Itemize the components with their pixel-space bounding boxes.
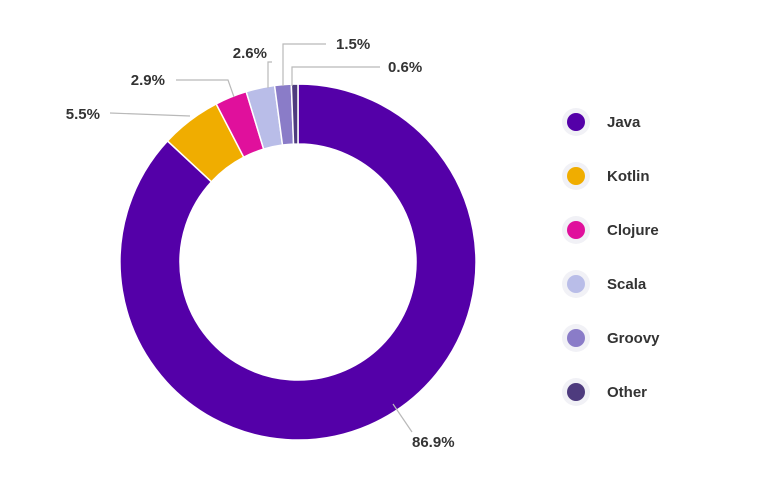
legend-label-kotlin: Kotlin [607, 168, 650, 185]
legend-item-groovy: Groovy [562, 324, 660, 352]
slice-java [119, 83, 477, 441]
legend-swatch-kotlin [567, 167, 585, 185]
leader-lines [109, 43, 413, 433]
slice-label-other: 0.6% [388, 59, 422, 76]
legend-swatch-other [567, 383, 585, 401]
leader-line-clojure [176, 79, 235, 98]
legend-item-java: Java [562, 108, 641, 136]
legend-label-clojure: Clojure [607, 222, 659, 239]
legend-swatch-java [567, 113, 585, 131]
slice-label-scala: 2.6% [233, 45, 267, 62]
leader-line-other [291, 66, 380, 86]
legend-item-scala: Scala [562, 270, 647, 298]
legend-item-clojure: Clojure [562, 216, 659, 244]
legend-item-kotlin: Kotlin [562, 162, 650, 190]
legend-swatch-scala [567, 275, 585, 293]
legend-label-groovy: Groovy [607, 330, 660, 347]
legend-item-other: Other [562, 378, 647, 406]
legend: Java Kotlin Clojure Scala Groovy Other [562, 108, 660, 406]
slice-label-groovy: 1.5% [336, 36, 370, 53]
legend-label-java: Java [607, 114, 641, 131]
legend-swatch-groovy [567, 329, 585, 347]
slice-label-java: 86.9% [412, 434, 455, 451]
slice-labels: 86.9% 5.5% 2.9% 2.6% 1.5% 0.6% [66, 36, 455, 451]
legend-label-scala: Scala [607, 276, 647, 293]
leader-line-java [392, 403, 413, 433]
leader-line-groovy [282, 43, 326, 86]
leader-line-scala [267, 61, 272, 88]
slice-other [290, 83, 299, 145]
legend-swatch-clojure [567, 221, 585, 239]
slice-label-clojure: 2.9% [131, 72, 165, 89]
leader-line-kotlin [109, 112, 191, 117]
legend-label-other: Other [607, 384, 647, 401]
slice-label-kotlin: 5.5% [66, 106, 100, 123]
donut-slices [119, 83, 477, 441]
